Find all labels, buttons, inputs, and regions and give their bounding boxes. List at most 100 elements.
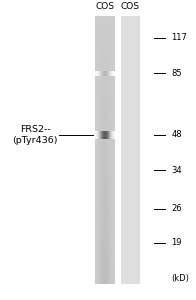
Bar (95, 20, 96, 22)
Bar (105, 41, 106, 42)
Bar (99, 192, 100, 194)
Bar (104, 43, 105, 44)
Bar (108, 163, 109, 165)
Bar (105, 38, 106, 39)
Bar (104, 163, 105, 165)
Bar (99, 34, 100, 35)
Bar (104, 118, 105, 121)
Bar (108, 201, 109, 203)
Bar (97, 17, 98, 18)
Bar (112, 71, 113, 76)
Bar (108, 203, 109, 206)
Bar (111, 44, 112, 45)
Bar (114, 48, 115, 49)
Bar (102, 71, 103, 76)
Bar (107, 16, 108, 17)
Bar (109, 33, 110, 34)
Bar (114, 35, 115, 36)
Bar (107, 24, 108, 25)
Bar (107, 34, 108, 35)
Bar (102, 136, 103, 139)
Bar (106, 118, 107, 121)
Bar (108, 241, 109, 244)
Bar (109, 47, 110, 50)
Bar (112, 25, 113, 27)
Bar (114, 24, 115, 25)
Bar (99, 30, 100, 31)
Bar (95, 47, 96, 48)
Bar (112, 24, 113, 25)
Bar (111, 78, 112, 81)
Bar (103, 33, 104, 34)
Bar (103, 89, 104, 92)
Bar (95, 16, 96, 18)
Bar (110, 26, 111, 27)
Bar (108, 188, 109, 190)
Bar (105, 134, 106, 136)
Bar (109, 18, 110, 20)
Bar (108, 18, 109, 19)
Bar (98, 28, 99, 29)
Bar (107, 30, 108, 31)
Bar (107, 256, 108, 259)
Bar (112, 214, 113, 217)
Bar (110, 223, 111, 226)
Bar (96, 34, 97, 35)
Bar (96, 48, 97, 49)
Bar (96, 185, 97, 188)
Bar (98, 118, 99, 121)
Bar (112, 39, 113, 40)
Bar (95, 145, 96, 148)
Bar (108, 279, 109, 281)
Bar (98, 163, 99, 165)
Bar (102, 22, 103, 25)
Bar (106, 28, 107, 29)
Bar (97, 25, 98, 26)
Bar (114, 27, 115, 29)
Bar (102, 94, 103, 96)
Bar (105, 17, 106, 18)
Bar (106, 60, 107, 63)
Bar (102, 20, 103, 21)
Bar (100, 25, 101, 26)
Bar (102, 16, 103, 17)
Bar (97, 29, 98, 30)
Bar (106, 71, 107, 76)
Bar (108, 29, 109, 30)
Bar (102, 18, 103, 20)
Bar (109, 270, 110, 272)
Bar (106, 82, 107, 85)
Bar (106, 92, 107, 94)
Bar (105, 205, 106, 208)
Bar (95, 49, 96, 50)
Bar (111, 23, 112, 24)
Bar (102, 35, 103, 36)
Bar (103, 31, 104, 32)
Bar (112, 248, 113, 250)
Bar (109, 214, 110, 217)
Bar (102, 169, 103, 172)
Bar (106, 268, 107, 270)
Bar (113, 44, 114, 45)
Bar (111, 21, 112, 22)
Bar (106, 272, 107, 275)
Bar (110, 42, 111, 43)
Bar (95, 18, 96, 19)
Bar (104, 20, 105, 22)
Bar (106, 45, 107, 47)
Bar (98, 279, 99, 281)
Bar (106, 243, 107, 246)
Bar (113, 221, 114, 223)
Bar (109, 30, 110, 31)
Bar (106, 188, 107, 190)
Bar (111, 96, 112, 98)
Bar (97, 34, 98, 35)
Bar (104, 172, 105, 174)
Bar (97, 23, 98, 24)
Bar (102, 145, 103, 148)
Bar (112, 243, 113, 246)
Bar (102, 123, 103, 125)
Bar (100, 25, 101, 27)
Bar (96, 98, 97, 101)
Bar (102, 132, 103, 134)
